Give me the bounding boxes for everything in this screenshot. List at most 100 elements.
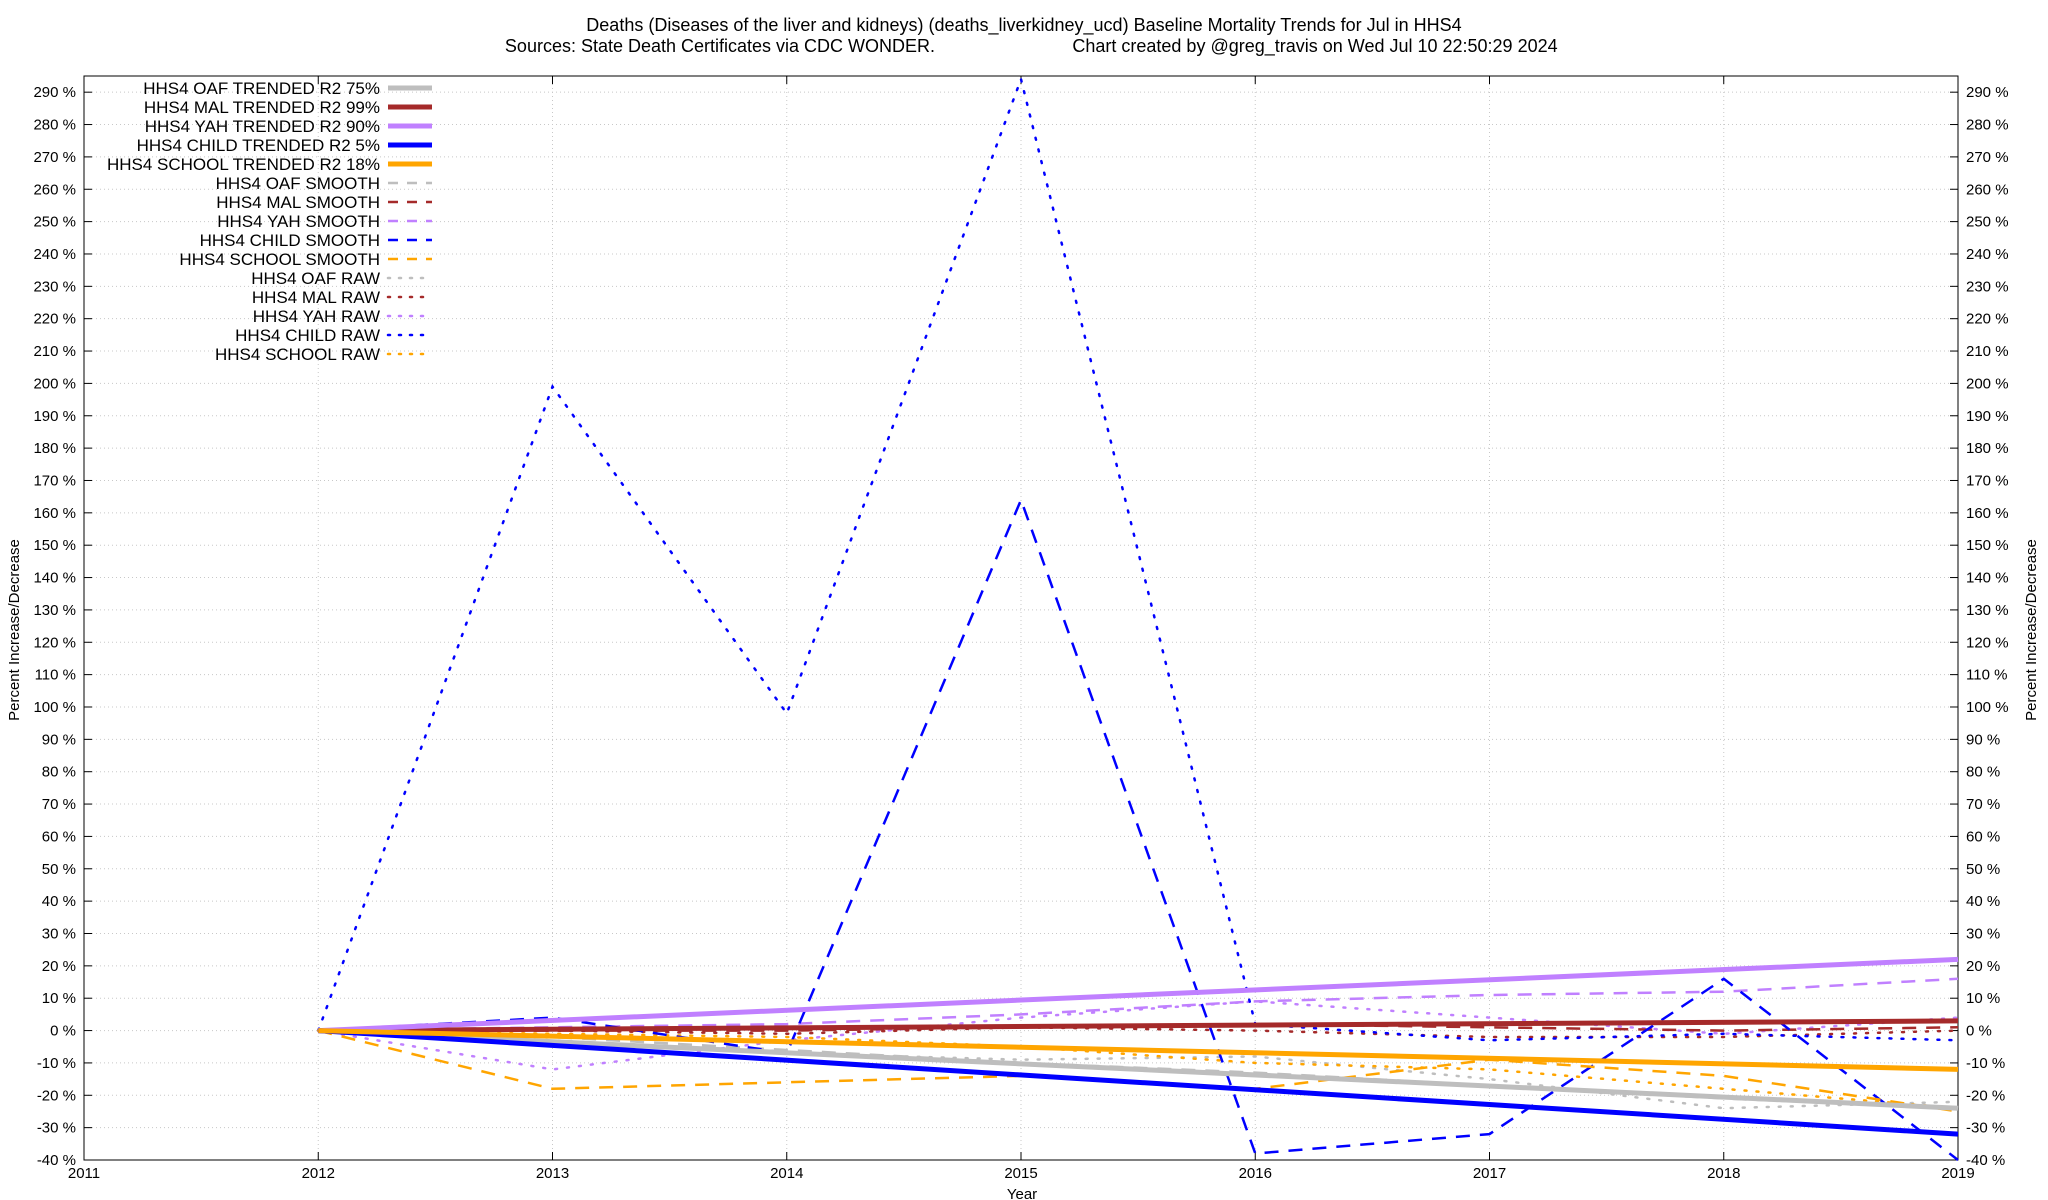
legend: HHS4 OAF TRENDED R2 75%HHS4 MAL TRENDED …: [107, 79, 434, 364]
y-tick-label-right: 190 %: [1966, 408, 2009, 425]
series-line-hhs4-oaf-trended-r2-75: [318, 1028, 1959, 1111]
y-tick-label-left: 100 %: [33, 699, 76, 716]
y-tick-label-right: 10 %: [1966, 990, 2000, 1007]
chart-subtitle-sources: Sources: State Death Certificates via CD…: [505, 36, 935, 56]
y-tick-label-right: 150 %: [1966, 537, 2009, 554]
legend-label-hhs4-mal-smooth: HHS4 MAL SMOOTH: [216, 193, 380, 212]
y-tick-label-left: 70 %: [42, 796, 76, 813]
chart-title: Deaths (Diseases of the liver and kidney…: [586, 15, 1461, 36]
series-line-hhs4-oaf-raw: [317, 1029, 1960, 1110]
legend-label-hhs4-yah-raw: HHS4 YAH RAW: [253, 307, 380, 326]
y-tick-label-left: 210 %: [33, 343, 76, 360]
y-tick-label-left: 80 %: [42, 764, 76, 781]
y-tick-label-right: 160 %: [1966, 505, 2009, 522]
y-tick-label-right: 40 %: [1966, 893, 2000, 910]
y-tick-label-left: 180 %: [33, 440, 76, 457]
y-tick-label-right: 220 %: [1966, 311, 2009, 328]
y-tick-label-left: 10 %: [42, 990, 76, 1007]
y-tick-label-left: 60 %: [42, 828, 76, 845]
y-tick-label-left: 110 %: [35, 667, 76, 684]
y-tick-label-right: 200 %: [1966, 375, 2009, 392]
y-tick-label-left: 0 %: [50, 1023, 76, 1040]
y-tick-label-right: 210 %: [1966, 343, 2009, 360]
y-tick-label-right: 0 %: [1966, 1023, 1992, 1040]
y-tick-label-left: 170 %: [33, 472, 76, 489]
y-tick-label-left: 90 %: [42, 731, 76, 748]
y-tick-label-left: 230 %: [33, 278, 76, 295]
x-tick-label: 2013: [536, 1165, 569, 1182]
y-tick-label-left: -10 %: [37, 1055, 76, 1072]
y-tick-label-left: 140 %: [33, 570, 76, 587]
y-tick-label-right: -30 %: [1966, 1120, 2005, 1137]
y-tick-label-right: 120 %: [1966, 634, 2009, 651]
x-tick-label: 2018: [1707, 1165, 1740, 1182]
y-tick-label-right: 260 %: [1966, 181, 2009, 198]
legend-label-hhs4-mal-raw: HHS4 MAL RAW: [252, 288, 380, 307]
y-tick-label-right: 60 %: [1966, 828, 2000, 845]
y-tick-label-left: 190 %: [33, 408, 76, 425]
y-tick-label-right: 100 %: [1966, 699, 2009, 716]
y-tick-label-left: 30 %: [42, 925, 76, 942]
series-line-hhs4-mal-trended-r2-99: [318, 1018, 1959, 1034]
legend-label-hhs4-child-trended-r2-5: HHS4 CHILD TRENDED R2 5%: [137, 136, 380, 155]
x-tick-label: 2015: [1004, 1165, 1037, 1182]
y-tick-label-left: 160 %: [33, 505, 76, 522]
y-tick-label-left: 240 %: [33, 246, 76, 263]
y-tick-label-right: -40 %: [1966, 1152, 2005, 1169]
y-tick-label-right: 240 %: [1966, 246, 2009, 263]
x-tick-label: 2019: [1941, 1165, 1974, 1182]
legend-label-hhs4-oaf-smooth: HHS4 OAF SMOOTH: [216, 174, 380, 193]
series-line-hhs4-child-trended-r2-5: [318, 1028, 1959, 1137]
y-tick-label-left: 280 %: [33, 117, 76, 134]
y-tick-label-right: 30 %: [1966, 925, 2000, 942]
x-tick-label: 2012: [302, 1165, 335, 1182]
x-tick-label: 2017: [1473, 1165, 1506, 1182]
series-line-hhs4-school-trended-r2-18: [318, 1028, 1959, 1072]
y-tick-label-right: -10 %: [1966, 1055, 2005, 1072]
legend-label-hhs4-mal-trended-r2-99: HHS4 MAL TRENDED R2 99%: [144, 98, 380, 117]
y-tick-label-left: 250 %: [33, 214, 76, 231]
series-lines: [317, 74, 1960, 1161]
y-tick-label-left: 290 %: [33, 84, 76, 101]
y-tick-label-right: 50 %: [1966, 861, 2000, 878]
y-axis-label-right: Percent Increase/Decrease: [2023, 539, 2040, 721]
y-tick-label-right: 130 %: [1966, 602, 2009, 619]
y-axis-label-left: Percent Increase/Decrease: [6, 539, 23, 721]
y-tick-label-right: 290 %: [1966, 84, 2009, 101]
y-tick-label-right: 70 %: [1966, 796, 2000, 813]
y-tick-label-right: 140 %: [1966, 570, 2009, 587]
x-tick-label: 2011: [68, 1165, 100, 1182]
y-tick-label-left: 260 %: [33, 181, 76, 198]
y-tick-label-left: -20 %: [37, 1087, 76, 1104]
series-line-hhs4-school-raw: [317, 1029, 1960, 1110]
legend-label-hhs4-school-trended-r2-18: HHS4 SCHOOL TRENDED R2 18%: [107, 155, 380, 174]
x-axis-label: Year: [1007, 1186, 1037, 1200]
y-tick-label-right: 90 %: [1966, 731, 2000, 748]
y-tick-label-right: 280 %: [1966, 117, 2009, 134]
y-tick-label-left: 50 %: [42, 861, 76, 878]
y-tick-label-left: 150 %: [33, 537, 76, 554]
y-tick-label-right: 170 %: [1966, 472, 2009, 489]
legend-label-hhs4-child-raw: HHS4 CHILD RAW: [235, 326, 380, 345]
legend-label-hhs4-school-raw: HHS4 SCHOOL RAW: [215, 345, 380, 364]
y-tick-label-left: 40 %: [42, 893, 76, 910]
x-tick-label: 2014: [770, 1165, 803, 1182]
chart-subtitle-credit: Chart created by @greg_travis on Wed Jul…: [1072, 36, 1557, 57]
y-tick-label-left: -40 %: [37, 1152, 76, 1169]
y-tick-label-right: 110 %: [1966, 667, 2007, 684]
y-tick-label-left: -30 %: [37, 1120, 76, 1137]
y-tick-label-left: 270 %: [33, 149, 76, 166]
y-tick-label-right: 80 %: [1966, 764, 2000, 781]
axes: 2011 2012 2013 2014 2015 2016 2017 2018 2019-40 …: [33, 75, 2009, 1182]
y-tick-label-left: 200 %: [33, 375, 76, 392]
legend-label-hhs4-child-smooth: HHS4 CHILD SMOOTH: [200, 231, 380, 250]
legend-label-hhs4-school-smooth: HHS4 SCHOOL SMOOTH: [179, 250, 380, 269]
y-tick-label-left: 130 %: [33, 602, 76, 619]
y-tick-label-left: 20 %: [42, 958, 76, 975]
legend-label-hhs4-oaf-raw: HHS4 OAF RAW: [251, 269, 380, 288]
series-line-hhs4-child-smooth: [318, 496, 1959, 1161]
y-tick-label-right: 270 %: [1966, 149, 2009, 166]
y-tick-label-right: -20 %: [1966, 1087, 2005, 1104]
y-tick-label-left: 120 %: [33, 634, 76, 651]
